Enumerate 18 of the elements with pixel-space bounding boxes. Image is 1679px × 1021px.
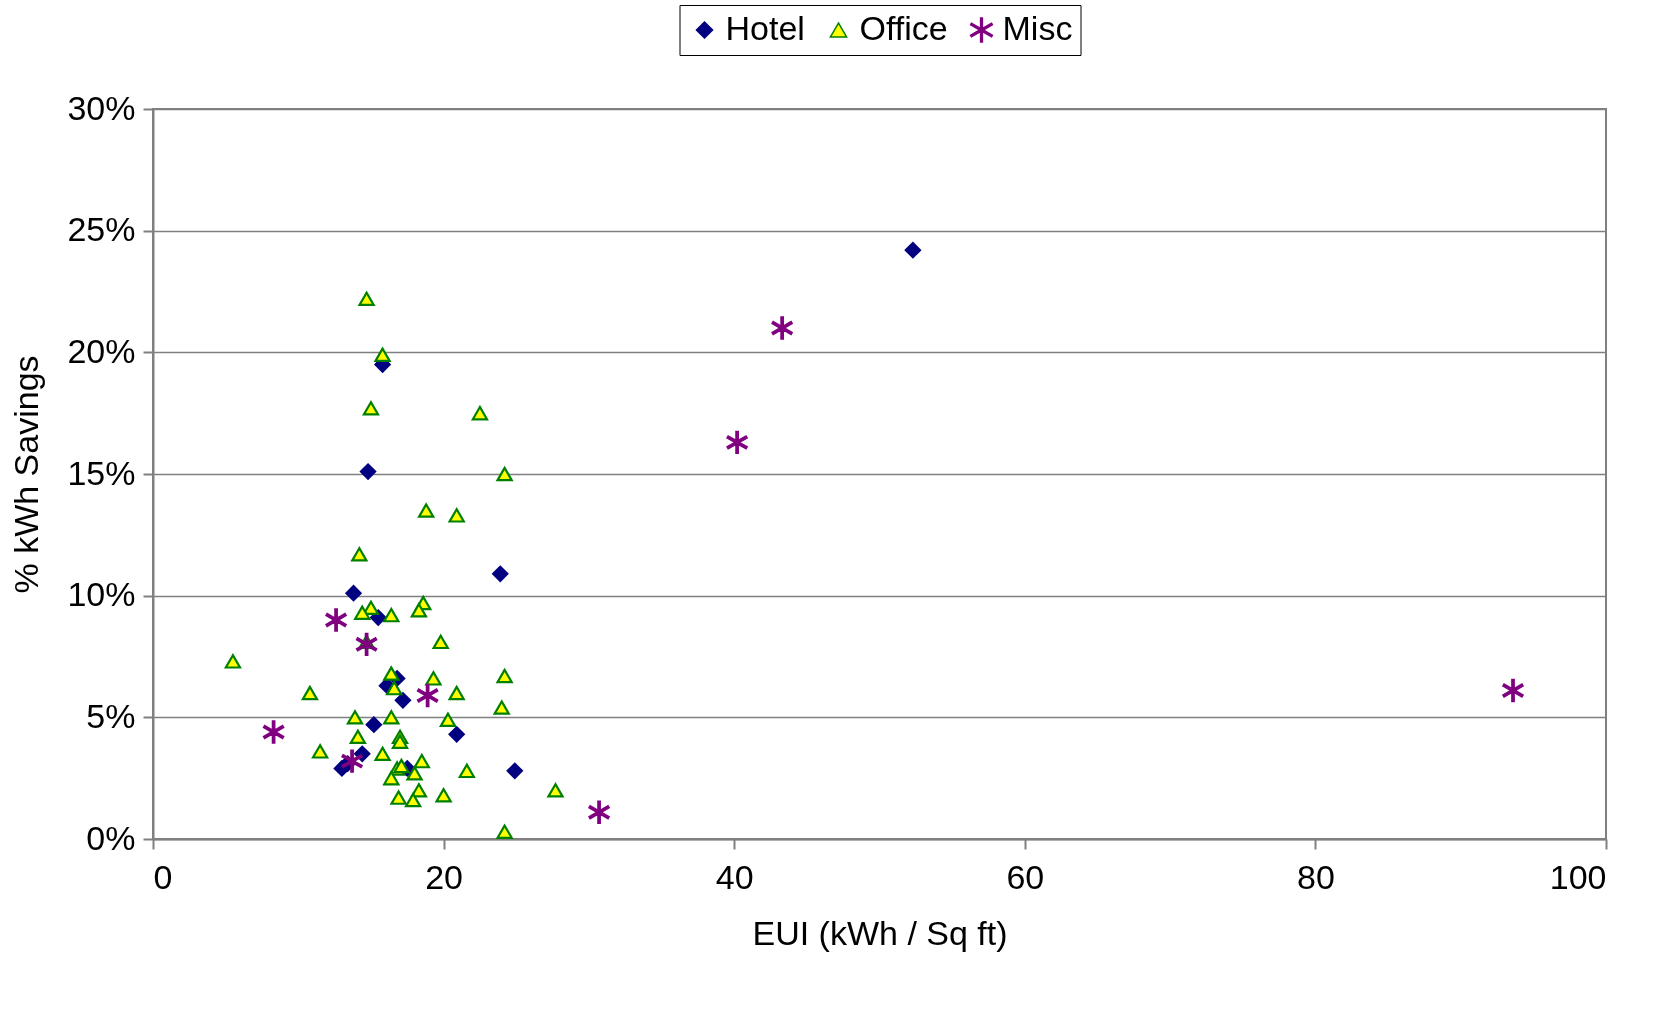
legend-label: Misc [1002,9,1073,47]
y-tick-label: 30% [67,88,136,127]
y-tick-label: 5% [86,696,136,735]
x-tick-label: 0 [153,857,173,896]
x-axis-title: EUI (kWh / Sq ft) [752,913,1008,952]
y-tick-label: 10% [67,575,136,614]
x-tick-label: 20 [425,857,464,896]
y-axis-title: % kWh Savings [7,355,46,594]
y-tick-label: 0% [86,818,136,857]
x-tick-label: 40 [715,857,754,896]
x-tick-label: 80 [1296,857,1335,896]
legend-label: Hotel [725,9,805,47]
x-tick-label: 100 [1549,857,1607,896]
y-tick-label: 20% [67,331,136,370]
y-tick-label: 25% [67,210,136,249]
y-tick-label: 15% [67,453,136,492]
x-tick-label: 60 [1006,857,1045,896]
legend-label: Office [859,9,948,47]
